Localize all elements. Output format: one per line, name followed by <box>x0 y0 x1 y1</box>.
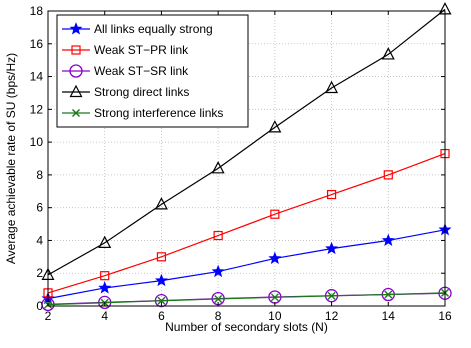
series-line <box>47 292 446 306</box>
x-tick-label: 6 <box>158 309 165 323</box>
data-point <box>384 290 393 299</box>
series-line <box>47 8 446 276</box>
x-marker-stroke <box>327 291 336 300</box>
x-marker-stroke <box>157 296 166 305</box>
data-point <box>156 252 167 262</box>
y-tick-label: 18 <box>30 4 44 18</box>
data-point <box>98 235 112 249</box>
x-tick-label: 4 <box>101 309 108 323</box>
x-tick-label: 14 <box>382 309 396 323</box>
data-point <box>157 296 166 305</box>
legend-marker <box>71 45 81 55</box>
legend-item: All links equally strong <box>62 22 213 36</box>
legend-item: Weak ST−SR link <box>62 64 189 78</box>
x-tick-label: 8 <box>215 309 222 323</box>
data-point <box>211 161 225 174</box>
legend-label: Weak ST−SR link <box>94 64 189 78</box>
y-tick-label: 0 <box>36 299 43 313</box>
data-point <box>268 120 282 133</box>
data-point <box>213 230 223 241</box>
y-tick-label: 16 <box>30 37 44 51</box>
legend: All links equally strong Weak ST−PR link W… <box>56 14 249 128</box>
y-tick-label: 6 <box>36 201 43 215</box>
data-point <box>100 271 110 281</box>
x-tick-label: 16 <box>438 309 452 323</box>
legend-label: Strong direct links <box>94 85 189 99</box>
data-point <box>211 264 225 278</box>
data-point <box>270 209 280 219</box>
series-0 <box>41 222 452 305</box>
legend-marker <box>72 109 80 117</box>
series-line <box>47 153 446 294</box>
plot-frame <box>47 10 446 307</box>
x-marker-stroke <box>384 290 393 299</box>
data-point <box>154 197 168 210</box>
y-tick-label: 8 <box>36 168 43 182</box>
data-point <box>381 47 395 60</box>
legend-label: All links equally strong <box>94 22 213 36</box>
y-tick-label: 12 <box>30 102 44 116</box>
y-tick-label: 10 <box>30 135 44 149</box>
data-point <box>268 251 282 264</box>
legend-marker <box>69 84 83 98</box>
series-line <box>47 229 446 300</box>
data-point <box>327 291 336 300</box>
series-1 <box>43 148 450 298</box>
x-tick-label: 12 <box>325 309 339 323</box>
legend-item: Strong direct links <box>62 84 189 99</box>
x-tick-label: 2 <box>45 309 52 323</box>
data-point <box>325 241 339 255</box>
y-tick-label: 14 <box>30 70 44 84</box>
legend-marker <box>69 22 83 35</box>
data-point <box>214 294 223 303</box>
legend-label: Weak ST−PR link <box>94 43 189 57</box>
series-4 <box>44 288 449 309</box>
data-point <box>383 170 393 180</box>
data-point <box>270 293 279 302</box>
x-marker-stroke <box>270 293 279 302</box>
legend-item: Strong interference links <box>62 106 223 120</box>
data-point <box>325 80 339 94</box>
data-point <box>381 233 395 246</box>
legend-label: Strong interference links <box>94 106 223 120</box>
data-point <box>154 273 168 287</box>
y-tick-label: 2 <box>36 266 43 280</box>
data-point <box>326 189 337 200</box>
x-marker-stroke <box>214 294 223 303</box>
y-tick-label: 4 <box>36 233 43 247</box>
x-marker-stroke <box>72 109 80 117</box>
x-axis-label: Number of secondary slots (N) <box>165 320 328 334</box>
legend-marker <box>69 64 83 78</box>
legend-item: Weak ST−PR link <box>62 43 189 57</box>
x-tick-label: 10 <box>268 309 282 323</box>
y-axis-label: Average achievable rate of SU (bps/Hz) <box>4 53 18 264</box>
data-point <box>98 281 112 294</box>
